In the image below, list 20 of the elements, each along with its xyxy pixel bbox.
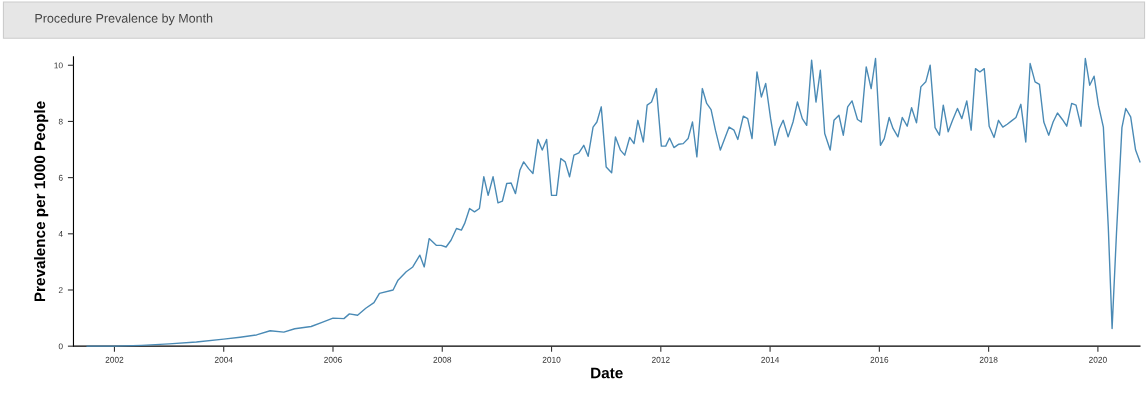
x-tick-label: 2002 xyxy=(105,356,124,363)
x-tick-label: 2006 xyxy=(324,356,342,363)
y-tick-label: 4 xyxy=(58,231,63,237)
x-axis-title: Date xyxy=(591,367,623,379)
y-tick-label: 0 xyxy=(58,343,63,350)
x-tick-label: 2010 xyxy=(542,356,561,363)
y-axis-title: Prevalence per 1000 People xyxy=(33,101,49,302)
x-tick-label: 2012 xyxy=(651,356,670,363)
line-series xyxy=(86,57,1141,347)
x-tick-label: 2008 xyxy=(433,356,452,363)
y-tick-label: 8 xyxy=(58,118,63,125)
y-tick-label: 6 xyxy=(58,174,63,181)
x-tick-label: 2014 xyxy=(761,356,780,363)
y-tick-label: 10 xyxy=(54,62,63,69)
x-tick-label: 2004 xyxy=(214,356,233,363)
chart-title: Procedure Prevalence by Month xyxy=(35,13,213,26)
x-tick-label: 2020 xyxy=(1089,356,1107,363)
y-tick-label: 2 xyxy=(58,287,63,294)
x-tick-label: 2018 xyxy=(979,356,998,363)
x-tick-label: 2016 xyxy=(870,356,889,363)
